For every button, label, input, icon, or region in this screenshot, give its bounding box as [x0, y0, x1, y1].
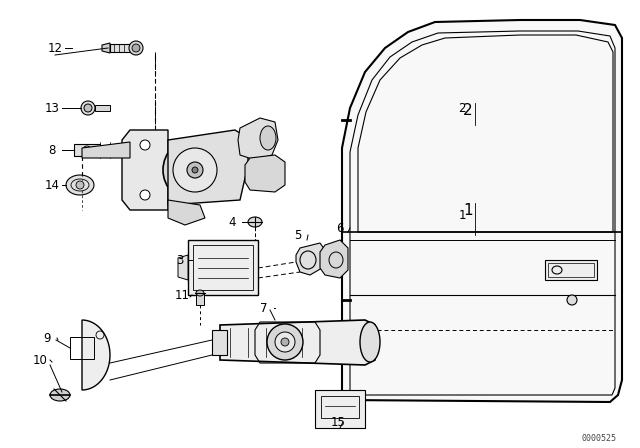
Polygon shape — [320, 240, 348, 278]
Polygon shape — [342, 20, 622, 402]
Text: 11: 11 — [175, 289, 189, 302]
Bar — [70, 337, 94, 359]
Bar — [545, 260, 597, 280]
Bar — [548, 263, 594, 277]
Text: 8: 8 — [48, 143, 56, 156]
Ellipse shape — [260, 126, 276, 150]
Ellipse shape — [281, 338, 289, 346]
Polygon shape — [178, 255, 188, 280]
Polygon shape — [296, 243, 325, 275]
Text: 9: 9 — [44, 332, 51, 345]
Ellipse shape — [275, 332, 295, 352]
Bar — [196, 293, 204, 305]
Ellipse shape — [248, 217, 262, 227]
Ellipse shape — [50, 389, 70, 401]
Bar — [315, 390, 365, 428]
Ellipse shape — [140, 190, 150, 200]
Ellipse shape — [192, 167, 198, 173]
Ellipse shape — [84, 104, 92, 112]
Text: 0000525: 0000525 — [582, 434, 617, 443]
Ellipse shape — [129, 41, 143, 55]
Ellipse shape — [76, 181, 84, 189]
Text: 5: 5 — [294, 228, 301, 241]
Text: 6: 6 — [336, 221, 344, 234]
Text: 10: 10 — [33, 353, 47, 366]
Text: 1: 1 — [458, 208, 466, 221]
Bar — [212, 330, 227, 355]
Text: 2: 2 — [463, 103, 473, 117]
Polygon shape — [220, 320, 375, 365]
Polygon shape — [238, 118, 278, 160]
Ellipse shape — [83, 146, 91, 154]
Ellipse shape — [267, 324, 303, 360]
Polygon shape — [122, 130, 168, 210]
Text: 7: 7 — [260, 302, 268, 314]
Text: 14: 14 — [45, 178, 60, 191]
Ellipse shape — [163, 138, 227, 202]
Ellipse shape — [81, 101, 95, 115]
Polygon shape — [102, 43, 110, 53]
Text: 1: 1 — [463, 202, 473, 217]
Bar — [95, 105, 110, 111]
Ellipse shape — [66, 175, 94, 195]
Text: 2: 2 — [458, 102, 466, 115]
Ellipse shape — [187, 162, 203, 178]
Polygon shape — [82, 320, 110, 390]
Ellipse shape — [140, 140, 150, 150]
Polygon shape — [168, 200, 205, 225]
Ellipse shape — [132, 44, 140, 52]
Polygon shape — [168, 130, 248, 205]
Bar — [110, 44, 132, 52]
Text: 12: 12 — [47, 42, 63, 55]
Ellipse shape — [173, 148, 217, 192]
Polygon shape — [245, 155, 285, 192]
Bar — [321, 396, 359, 418]
Polygon shape — [188, 240, 258, 295]
Text: 13: 13 — [45, 102, 60, 115]
Ellipse shape — [196, 290, 204, 296]
Text: 3: 3 — [176, 254, 184, 267]
Ellipse shape — [567, 295, 577, 305]
Text: 4: 4 — [228, 215, 236, 228]
Polygon shape — [74, 144, 100, 156]
Ellipse shape — [360, 322, 380, 362]
Text: 15: 15 — [331, 415, 346, 428]
Polygon shape — [82, 142, 130, 158]
Bar — [193, 245, 253, 290]
